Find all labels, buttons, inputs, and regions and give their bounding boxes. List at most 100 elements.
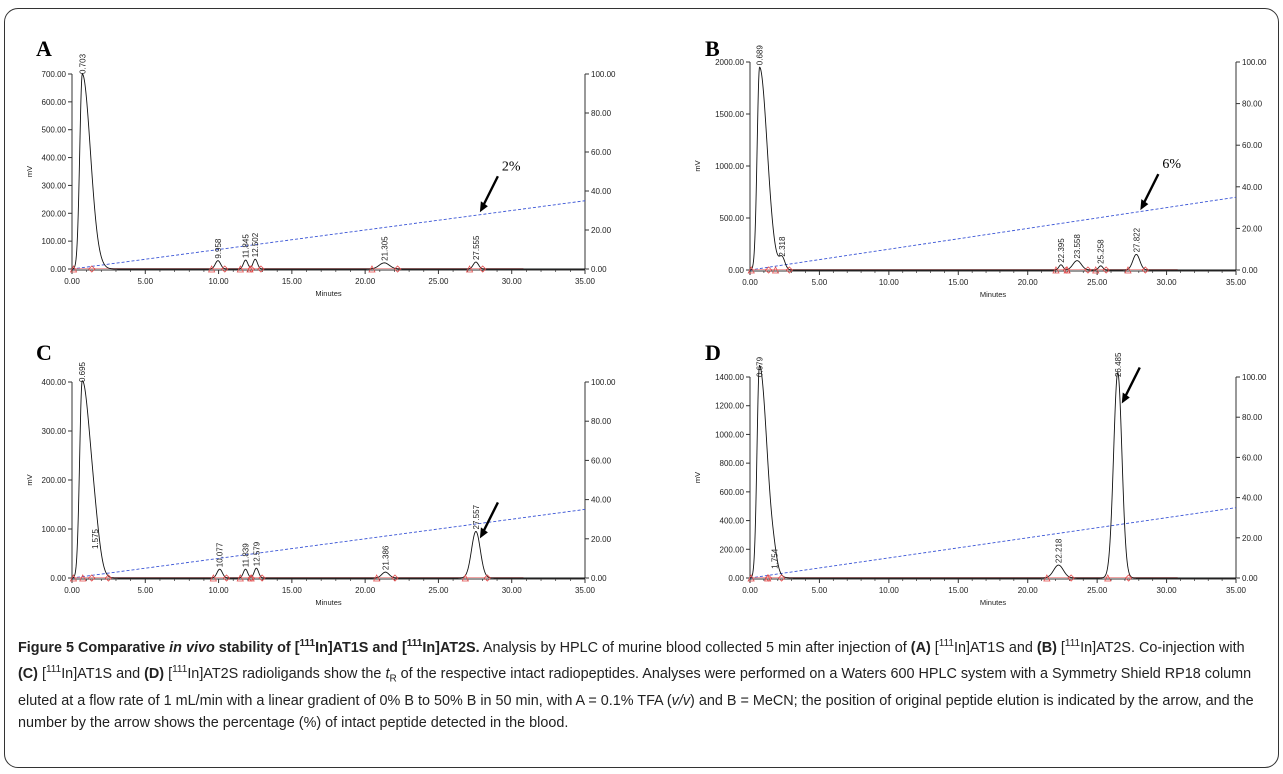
x-tick-label: 30.00 xyxy=(1157,586,1178,595)
y-tick-label: 500.00 xyxy=(42,126,67,135)
x-tick-label: 25.00 xyxy=(428,277,449,286)
peak-label: 27.822 xyxy=(1132,227,1141,252)
peak-end-marker xyxy=(222,574,231,582)
x-tick-label: 25.00 xyxy=(1087,278,1108,287)
peak-label: 1.575 xyxy=(91,528,100,549)
y-tick-label: 400.00 xyxy=(720,517,745,526)
y2-tick-label: 20.00 xyxy=(1242,224,1263,233)
caption-segment: 111 xyxy=(1064,638,1081,649)
panel-label-b: B xyxy=(705,36,720,61)
peak-label: 21.305 xyxy=(380,236,389,261)
y-tick-label: 800.00 xyxy=(720,459,745,468)
caption-segment: 111 xyxy=(299,638,316,649)
arrow-shaft xyxy=(1123,366,1141,399)
arrow-head xyxy=(1140,199,1149,211)
peak-start-marker xyxy=(236,574,244,582)
arrow-head xyxy=(479,201,488,213)
peak-start-marker xyxy=(79,574,87,582)
y-tick-label: 600.00 xyxy=(720,488,745,497)
x-tick-label: 35.00 xyxy=(575,277,596,286)
y-tick-label: 400.00 xyxy=(42,378,67,387)
peak-end-marker xyxy=(258,574,266,582)
gradient-line xyxy=(749,507,1237,579)
peak-start-marker xyxy=(1092,266,1100,274)
caption-segment: [ xyxy=(930,639,939,656)
peak-end-marker xyxy=(1067,574,1075,582)
x-tick-label: 20.00 xyxy=(355,277,376,286)
x-tick-label: 10.00 xyxy=(879,278,900,287)
figure-frame xyxy=(4,8,1279,768)
peak-start-marker xyxy=(461,574,470,582)
caption-segment: Analysis by HPLC of murine blood collect… xyxy=(479,639,911,656)
y2-tick-label: 80.00 xyxy=(1242,100,1263,109)
x-tick-label: 0.00 xyxy=(64,277,80,286)
y-axis-title: mV xyxy=(693,160,702,171)
peak-label: 1.754 xyxy=(770,548,779,569)
panel-label-c: C xyxy=(36,340,52,365)
y-tick-label: 1500.00 xyxy=(715,110,744,119)
caption-segment: (D) xyxy=(144,665,165,682)
y2-tick-label: 60.00 xyxy=(1242,141,1263,150)
arrow-head xyxy=(1121,392,1130,404)
y2-tick-label: 60.00 xyxy=(1242,453,1263,462)
caption-segment: In]AT2S radioligands show the xyxy=(187,665,386,682)
x-tick-label: 0.00 xyxy=(742,278,758,287)
gradient-line xyxy=(749,196,1237,271)
y-tick-label: 700.00 xyxy=(42,70,67,79)
y2-tick-label: 80.00 xyxy=(1242,413,1263,422)
caption-segment: v/v xyxy=(671,693,691,710)
peak-label: 11.839 xyxy=(242,543,251,567)
y-tick-label: 2000.00 xyxy=(715,58,744,67)
y2-tick-label: 60.00 xyxy=(591,148,612,157)
x-tick-label: 35.00 xyxy=(1226,278,1247,287)
x-tick-label: 20.00 xyxy=(1018,278,1039,287)
peak-start-marker xyxy=(747,266,755,274)
peak-start-marker xyxy=(1104,574,1112,582)
caption-segment: [ xyxy=(37,665,46,682)
x-tick-label: 5.00 xyxy=(812,278,828,287)
peak-start-marker xyxy=(465,265,474,273)
peak-label: 11.845 xyxy=(242,234,251,258)
caption-segment: In]AT2S. xyxy=(422,639,480,656)
x-tick-label: 5.00 xyxy=(137,277,153,286)
arrow-percentage-label: 2% xyxy=(502,159,521,174)
y2-tick-label: 100.00 xyxy=(1242,373,1267,382)
peak-end-marker xyxy=(1141,266,1149,274)
y-tick-label: 100.00 xyxy=(42,237,67,246)
peak-label: 0.703 xyxy=(78,53,87,74)
x-tick-label: 20.00 xyxy=(1018,586,1039,595)
y2-tick-label: 20.00 xyxy=(591,226,612,235)
peak-label: 0.689 xyxy=(756,45,765,66)
caption-segment: (B) xyxy=(1036,639,1057,656)
x-tick-label: 15.00 xyxy=(282,277,303,286)
peak-label: 21.386 xyxy=(381,545,390,570)
x-tick-label: 15.00 xyxy=(948,278,969,287)
peak-label: 2.318 xyxy=(778,236,787,257)
y2-tick-label: 0.00 xyxy=(1242,574,1258,583)
caption-segment: [ xyxy=(1056,639,1065,656)
y-axis-title: mV xyxy=(693,472,702,483)
peak-start-marker xyxy=(373,574,381,582)
caption-segment: [ xyxy=(164,665,173,682)
peak-label: 12.579 xyxy=(252,541,261,566)
y2-tick-label: 100.00 xyxy=(1242,58,1267,67)
y-tick-label: 1000.00 xyxy=(715,430,744,439)
y-tick-label: 1200.00 xyxy=(715,402,744,411)
y2-tick-label: 40.00 xyxy=(591,187,612,196)
x-tick-label: 15.00 xyxy=(948,586,969,595)
y-tick-label: 600.00 xyxy=(42,98,67,107)
x-tick-label: 10.00 xyxy=(879,586,900,595)
chromatogram-trace xyxy=(71,73,585,270)
panel-label-d: D xyxy=(705,340,721,365)
y-tick-label: 1400.00 xyxy=(715,373,744,382)
arrow-shaft xyxy=(481,501,499,533)
peak-label: 0.679 xyxy=(755,356,764,377)
caption-segment: In]AT1S and [ xyxy=(315,639,407,656)
gradient-line xyxy=(71,508,586,579)
peak-end-marker xyxy=(785,266,793,274)
peak-start-marker xyxy=(771,266,780,274)
x-axis-title: Minutes xyxy=(315,598,342,607)
y2-tick-label: 0.00 xyxy=(591,265,607,274)
y-tick-label: 0.00 xyxy=(728,574,744,583)
peak-end-marker xyxy=(88,574,96,582)
